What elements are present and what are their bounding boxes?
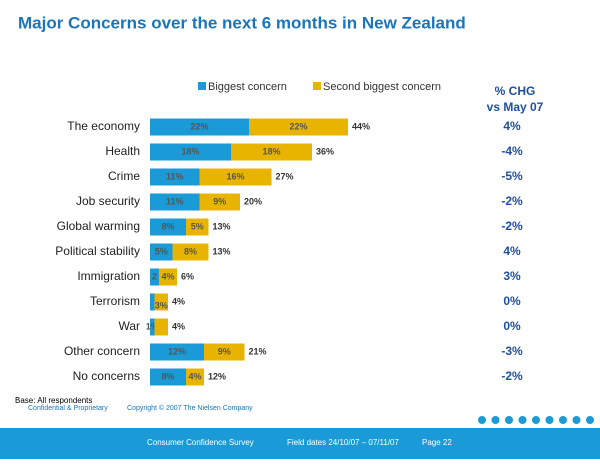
dot: [505, 416, 513, 424]
confidential: Confidential & Proprietary: [28, 405, 108, 412]
value-label: 11%: [166, 171, 184, 181]
bar-segment: [150, 368, 186, 386]
change-value: -4%: [501, 144, 523, 158]
value-label: 22%: [190, 121, 208, 131]
copyright: Copyright © 2007 The Nielsen Company: [127, 404, 253, 412]
value-label: 9%: [213, 196, 226, 206]
legend-swatch: [198, 82, 206, 90]
bar-segment: [150, 143, 231, 161]
footer-dates: Field dates 24/10/07 – 07/11/07: [287, 438, 399, 447]
bar-segment: [154, 293, 168, 311]
value-label: 16%: [226, 171, 244, 181]
bar-segment: [150, 243, 173, 261]
value-label: 2: [152, 271, 157, 281]
category-label: Other concern: [64, 344, 140, 358]
value-label: 3%: [155, 300, 168, 310]
value-label: 11%: [166, 196, 184, 206]
bar-segment: [150, 218, 186, 236]
total-label: 21%: [249, 346, 267, 356]
total-label: 4%: [172, 296, 185, 306]
change-value: 3%: [503, 269, 521, 283]
total-label: 12%: [208, 371, 226, 381]
legend-label: Biggest concern: [208, 81, 287, 93]
category-label: The economy: [67, 119, 140, 133]
change-value: 4%: [503, 244, 521, 258]
bar-segment: [231, 143, 312, 161]
value-label: 5%: [155, 246, 168, 256]
legend-label: Second biggest concern: [323, 81, 441, 93]
bar-segment: [154, 318, 168, 336]
total-label: 36%: [316, 146, 334, 156]
total-label: 4%: [172, 321, 185, 331]
dot: [491, 416, 500, 424]
change-value: -5%: [501, 169, 523, 183]
category-label: Global warming: [57, 219, 140, 233]
value-label: 12%: [168, 346, 186, 356]
category-label: Political stability: [55, 244, 140, 258]
bar-segment: [150, 118, 249, 136]
category-label: Job security: [76, 194, 140, 208]
value-label: 4%: [188, 371, 201, 381]
bar-segment: [186, 368, 204, 386]
category-label: War: [118, 319, 140, 333]
bar-segment: [186, 218, 209, 236]
value-label: 4%: [161, 271, 174, 281]
value-label: 8%: [184, 246, 197, 256]
bar-segment: [199, 193, 240, 211]
category-label: Crime: [108, 169, 140, 183]
bar-segment: [159, 268, 177, 286]
bar-segment: [172, 243, 209, 261]
value-label: 1%: [146, 321, 159, 331]
bar-segment: [150, 343, 204, 361]
category-label: Immigration: [77, 269, 140, 283]
chart-title: Major Concerns over the next 6 months in…: [18, 13, 466, 32]
value-label: 8%: [161, 221, 174, 231]
dot: [518, 416, 527, 424]
bar-segment: [249, 118, 348, 136]
change-value: -2%: [501, 219, 523, 233]
footer-survey: Consumer Confidence Survey: [147, 438, 254, 447]
footer-band: [0, 428, 600, 459]
bar-segment: [150, 193, 200, 211]
dot: [572, 416, 581, 424]
value-label: 22%: [289, 121, 307, 131]
value-label: 8%: [161, 371, 174, 381]
value-label: 18%: [181, 146, 199, 156]
dots: [478, 416, 594, 424]
change-value: -2%: [501, 369, 523, 383]
dot: [532, 416, 540, 424]
base-note: Base: All respondents: [15, 396, 92, 405]
bar-segment: [150, 318, 155, 336]
category-label: Terrorism: [90, 294, 140, 308]
dot: [559, 416, 567, 424]
value-label: 18%: [262, 146, 280, 156]
bar-segment: [204, 343, 245, 361]
total-label: 6%: [181, 271, 194, 281]
category-label: Health: [105, 144, 140, 158]
change-value: -2%: [501, 194, 523, 208]
change-value: -3%: [501, 344, 523, 358]
dot: [586, 416, 594, 424]
total-label: 27%: [276, 171, 294, 181]
bar-segment: [199, 168, 272, 186]
dot: [478, 416, 486, 424]
total-label: 44%: [352, 121, 370, 131]
change-value: 4%: [503, 119, 521, 133]
change-value: 0%: [503, 319, 521, 333]
bar-segment: [150, 168, 200, 186]
change-title: % CHG vs May 07: [487, 84, 544, 114]
change-value: 0%: [503, 294, 521, 308]
dot: [545, 416, 554, 424]
footer-page: Page 22: [422, 438, 452, 447]
bar-segment: [150, 268, 159, 286]
category-label: No concerns: [73, 369, 140, 383]
value-label: 5%: [191, 221, 204, 231]
total-label: 20%: [244, 196, 262, 206]
value-label: 9%: [218, 346, 231, 356]
total-label: 13%: [213, 221, 231, 231]
total-label: 13%: [213, 246, 231, 256]
legend-swatch: [313, 82, 321, 90]
bar-segment: [150, 293, 155, 311]
